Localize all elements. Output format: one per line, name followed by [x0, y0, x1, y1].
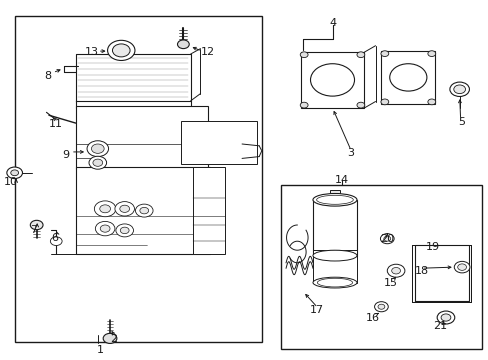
Text: 20: 20 [380, 234, 393, 244]
Circle shape [391, 267, 400, 274]
Circle shape [140, 207, 148, 214]
Text: 10: 10 [4, 177, 18, 187]
Circle shape [120, 205, 129, 212]
Bar [312, 250, 356, 283]
Text: 11: 11 [49, 119, 63, 129]
Ellipse shape [317, 278, 352, 287]
Circle shape [427, 51, 435, 57]
Circle shape [436, 311, 454, 324]
Ellipse shape [316, 195, 352, 204]
Text: 17: 17 [309, 305, 323, 315]
Circle shape [356, 102, 364, 108]
Circle shape [389, 64, 426, 91]
Circle shape [120, 227, 129, 234]
Circle shape [107, 40, 135, 60]
Text: 8: 8 [44, 71, 51, 81]
Circle shape [453, 261, 469, 273]
Text: 15: 15 [384, 278, 397, 288]
Circle shape [377, 304, 384, 309]
Circle shape [300, 102, 307, 108]
Circle shape [100, 205, 110, 213]
Bar [329, 190, 339, 197]
Circle shape [356, 52, 364, 58]
Bar [300, 52, 364, 108]
Text: 2: 2 [110, 334, 117, 344]
Circle shape [440, 314, 450, 321]
Text: 1: 1 [97, 345, 103, 355]
Bar [181, 121, 256, 164]
Bar [381, 51, 434, 104]
Circle shape [427, 99, 435, 105]
Text: 12: 12 [201, 47, 214, 57]
Circle shape [30, 220, 43, 230]
Text: 7: 7 [30, 225, 37, 235]
Text: 14: 14 [335, 175, 348, 185]
Text: 5: 5 [458, 117, 465, 127]
Bar [15, 16, 261, 342]
Circle shape [11, 170, 19, 176]
Circle shape [135, 204, 153, 217]
Circle shape [94, 201, 116, 217]
Bar [281, 185, 481, 349]
Circle shape [115, 202, 134, 216]
Bar [411, 245, 470, 302]
Circle shape [386, 264, 404, 277]
Circle shape [380, 234, 393, 244]
Circle shape [380, 51, 388, 57]
Text: 6: 6 [51, 233, 58, 243]
Text: 3: 3 [347, 148, 354, 158]
Text: 19: 19 [426, 242, 439, 252]
Circle shape [116, 224, 133, 237]
Circle shape [87, 141, 108, 157]
Circle shape [7, 167, 22, 179]
Circle shape [100, 225, 110, 232]
Text: 13: 13 [85, 47, 99, 57]
Bar [76, 106, 207, 169]
Circle shape [453, 85, 465, 94]
Circle shape [103, 333, 117, 343]
Circle shape [380, 99, 388, 105]
Circle shape [93, 159, 102, 166]
Circle shape [457, 264, 466, 270]
Circle shape [50, 237, 62, 246]
Bar [312, 200, 356, 256]
Circle shape [89, 156, 106, 169]
Bar [411, 245, 470, 302]
Circle shape [449, 82, 468, 96]
Circle shape [383, 236, 390, 241]
Ellipse shape [312, 250, 356, 261]
Ellipse shape [312, 277, 356, 288]
Bar [76, 167, 210, 254]
Circle shape [300, 52, 307, 58]
Text: 4: 4 [328, 18, 335, 28]
Circle shape [374, 302, 387, 312]
Bar [193, 167, 224, 254]
Text: 16: 16 [365, 312, 379, 323]
Circle shape [91, 144, 104, 153]
Text: 9: 9 [62, 150, 69, 160]
Circle shape [112, 44, 130, 57]
Circle shape [310, 64, 354, 96]
Text: 21: 21 [432, 321, 446, 331]
Circle shape [95, 221, 115, 236]
Ellipse shape [312, 194, 356, 206]
Circle shape [177, 40, 189, 49]
Text: 18: 18 [414, 266, 427, 276]
